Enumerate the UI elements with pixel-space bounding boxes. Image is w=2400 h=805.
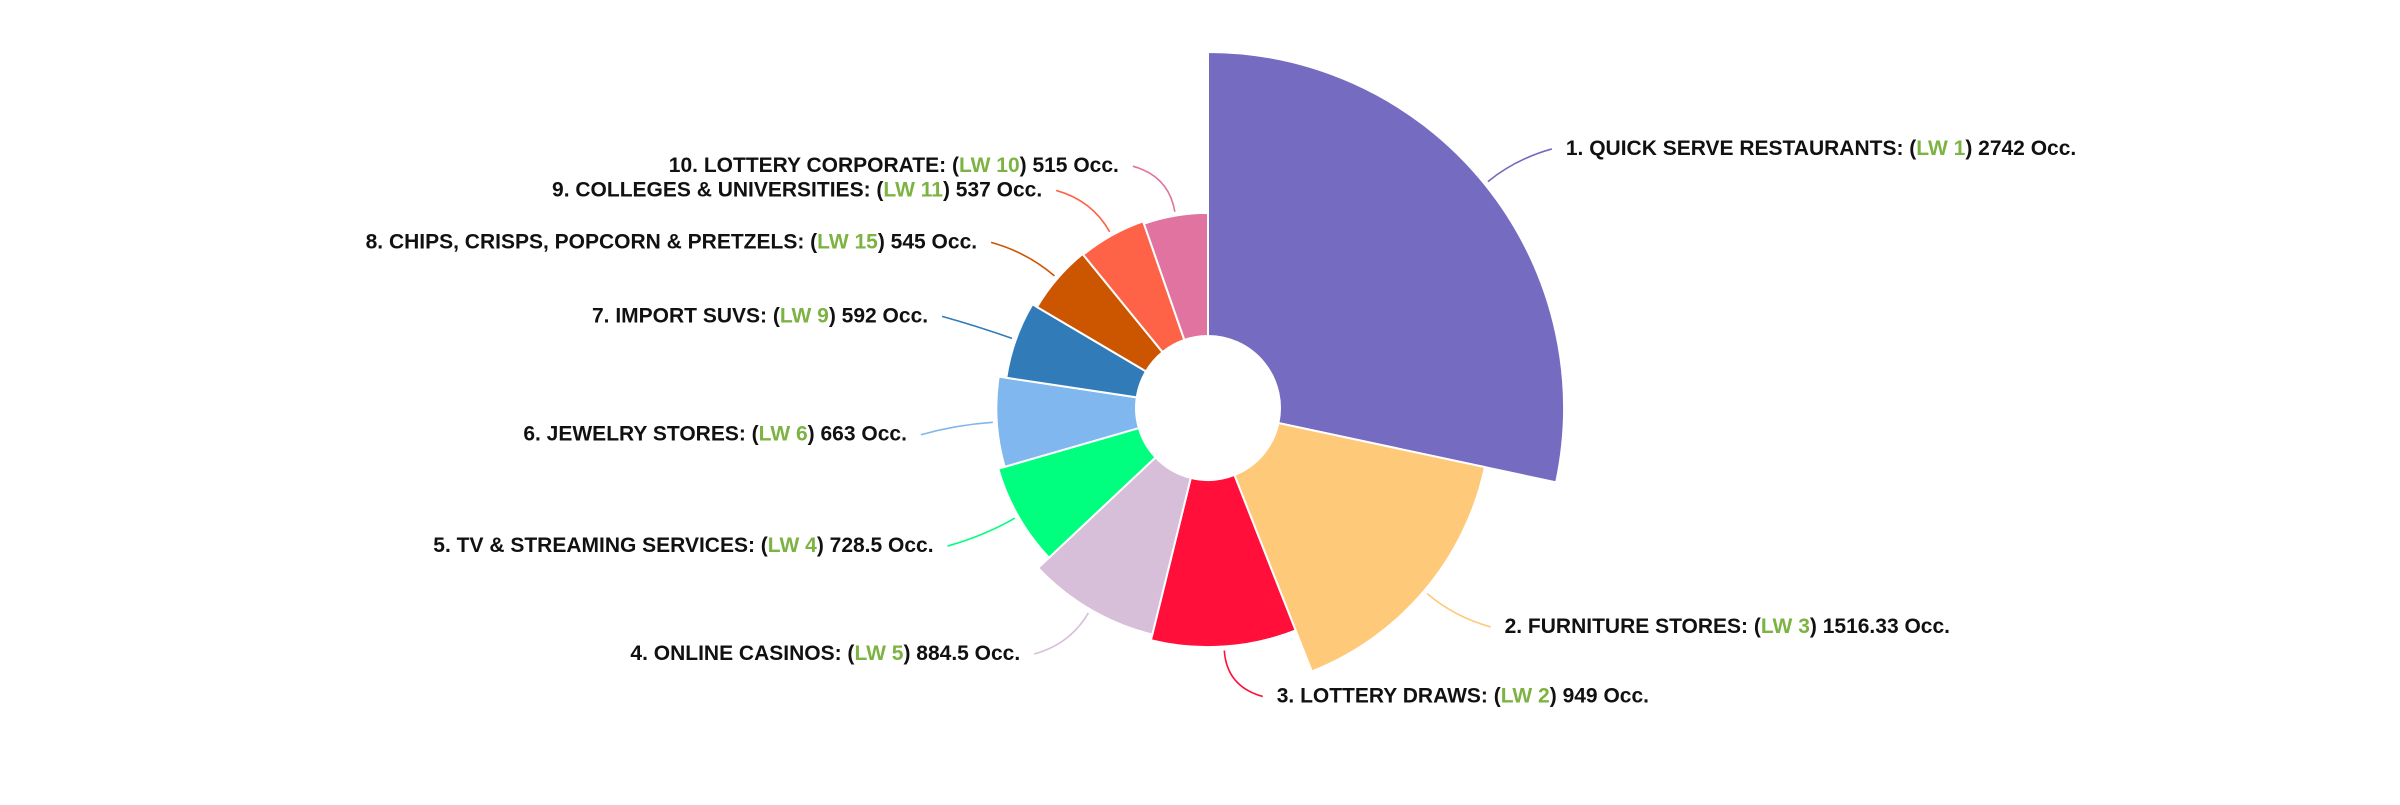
slice-label: 8. CHIPS, CRISPS, POPCORN & PRETZELS: (L… — [366, 230, 977, 253]
slice-label: 10. LOTTERY CORPORATE: (LW 10) 515 Occ. — [669, 154, 1119, 177]
slice-label-lw: LW 3 — [1761, 614, 1810, 637]
slice-label-lw: LW 1 — [1916, 136, 1965, 159]
slice-label: 4. ONLINE CASINOS: (LW 5) 884.5 Occ. — [630, 642, 1020, 665]
leader-line — [1223, 650, 1263, 698]
slice-label-lw: LW 4 — [768, 534, 817, 557]
pie-slice[interactable] — [1233, 421, 1487, 673]
slice-label-value: ) 949 Occ. — [1550, 684, 1649, 707]
slice-label-value: ) 515 Occ. — [1020, 154, 1119, 177]
slice-label-lw: LW 2 — [1501, 684, 1550, 707]
slice-label-lw: LW 15 — [817, 230, 878, 253]
slice-label-name: 10. LOTTERY CORPORATE: ( — [669, 154, 959, 177]
slice-label-value: ) 663 Occ. — [808, 422, 907, 445]
leader-line — [920, 421, 993, 436]
slice-label-value: ) 884.5 Occ. — [903, 642, 1020, 665]
slice-label-name: 7. IMPORT SUVS: ( — [592, 304, 780, 327]
slice-label-name: 1. QUICK SERVE RESTAURANTS: ( — [1566, 136, 1916, 159]
slice-label: 5. TV & STREAMING SERVICES: (LW 4) 728.5… — [433, 534, 933, 557]
slice-label-name: 6. JEWELRY STORES: ( — [523, 422, 758, 445]
pie-slice[interactable] — [1005, 302, 1148, 399]
slice-label-value: ) 545 Occ. — [878, 230, 977, 253]
slices-layer — [995, 50, 1565, 673]
leader-line — [1132, 165, 1176, 212]
slice-label-name: 3. LOTTERY DRAWS: ( — [1277, 684, 1501, 707]
slice-label: 9. COLLEGES & UNIVERSITIES: (LW 11) 537 … — [552, 178, 1042, 201]
slice-label-name: 2. FURNITURE STORES: ( — [1505, 614, 1761, 637]
slice-label-lw: LW 9 — [780, 304, 829, 327]
slice-label-lw: LW 10 — [959, 154, 1020, 177]
pie-slice[interactable] — [1081, 220, 1186, 354]
slice-label: 3. LOTTERY DRAWS: (LW 2) 949 Occ. — [1277, 684, 1649, 707]
slice-label: 2. FURNITURE STORES: (LW 3) 1516.33 Occ. — [1505, 614, 1950, 637]
pie-slice[interactable] — [1142, 211, 1209, 342]
slice-label-name: 4. ONLINE CASINOS: ( — [630, 642, 854, 665]
slice-label-name: 8. CHIPS, CRISPS, POPCORN & PRETZELS: ( — [366, 230, 818, 253]
leader-line — [1055, 189, 1111, 233]
slice-label-value: ) 537 Occ. — [943, 178, 1042, 201]
slice-label: 7. IMPORT SUVS: (LW 9) 592 Occ. — [592, 304, 928, 327]
leader-line — [1426, 593, 1491, 628]
leader-line — [941, 315, 1013, 340]
slice-label: 1. QUICK SERVE RESTAURANTS: (LW 1) 2742 … — [1566, 136, 2076, 159]
slice-label-value: ) 2742 Occ. — [1965, 136, 2076, 159]
labels-layer: 1. QUICK SERVE RESTAURANTS: (LW 1) 2742 … — [366, 136, 2077, 707]
slice-label-value: ) 1516.33 Occ. — [1810, 614, 1950, 637]
slice-label-value: ) 728.5 Occ. — [817, 534, 934, 557]
slice-label-lw: LW 11 — [883, 178, 943, 201]
slice-label: 6. JEWELRY STORES: (LW 6) 663 Occ. — [523, 422, 907, 445]
slice-label-lw: LW 6 — [759, 422, 808, 445]
leader-line — [990, 241, 1055, 277]
leader-lines-layer — [920, 148, 1553, 698]
pie-slice[interactable] — [1207, 50, 1565, 484]
leader-line — [947, 517, 1016, 547]
slice-label-lw: LW 5 — [854, 642, 903, 665]
pie-slice[interactable] — [1036, 455, 1193, 636]
pie-slice[interactable] — [1149, 473, 1297, 649]
leader-line — [1487, 148, 1553, 183]
slice-label-name: 5. TV & STREAMING SERVICES: ( — [433, 534, 768, 557]
pie-slice[interactable] — [995, 375, 1141, 469]
pie-slice[interactable] — [996, 426, 1157, 560]
leader-line — [1034, 612, 1090, 655]
slice-label-value: ) 592 Occ. — [829, 304, 928, 327]
slice-label-name: 9. COLLEGES & UNIVERSITIES: ( — [552, 178, 883, 201]
